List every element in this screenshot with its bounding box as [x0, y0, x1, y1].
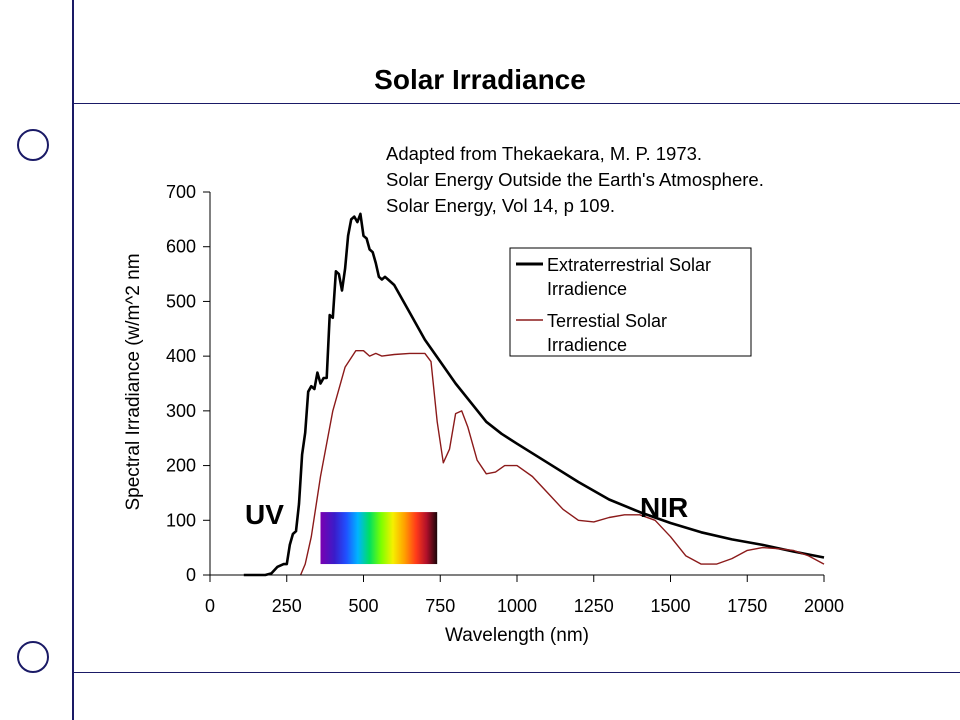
- y-tick-label: 0: [186, 565, 196, 585]
- slide-top-rule: [72, 103, 960, 104]
- x-tick-label: 500: [348, 596, 378, 616]
- y-tick-label: 400: [166, 346, 196, 366]
- legend-label-terrestrial-line-2: Irradience: [547, 335, 627, 355]
- circle-bullet-bottom: [17, 641, 49, 673]
- legend-label-extraterrestrial-line-1: Extraterrestrial Solar: [547, 255, 711, 275]
- x-tick-label: 0: [205, 596, 215, 616]
- x-tick-label: 250: [272, 596, 302, 616]
- circle-bullet-top: [17, 129, 49, 161]
- legend: Extraterrestrial Solar Irradience Terres…: [509, 247, 752, 357]
- nir-annotation: NIR: [640, 492, 688, 523]
- tick-labels: 0 100 200 300 400 500 600 700 0 250 500 750 1000 1250…: [166, 182, 844, 616]
- source-note-line-3: Solar Energy, Vol 14, p 109.: [386, 195, 615, 216]
- uv-annotation: UV: [245, 499, 284, 530]
- source-note-line-1: Adapted from Thekaekara, M. P. 1973.: [386, 143, 702, 164]
- x-tick-label: 1500: [650, 596, 690, 616]
- series-layer: [243, 212, 825, 577]
- y-tick-label: 200: [166, 456, 196, 476]
- legend-label-extraterrestrial-line-2: Irradience: [547, 279, 627, 299]
- slide-bottom-rule: [72, 672, 960, 673]
- y-tick-label: 500: [166, 291, 196, 311]
- series-terrestrial-line: [299, 350, 825, 576]
- slide-title: Solar Irradiance: [374, 64, 586, 95]
- slide-left-rule: [72, 0, 74, 720]
- x-tick-label: 1750: [727, 596, 767, 616]
- axes-layer: [203, 191, 825, 582]
- legend-box: [509, 247, 752, 357]
- y-tick-label: 600: [166, 237, 196, 257]
- x-tick-label: 2000: [804, 596, 844, 616]
- legend-label-terrestrial-line-1: Terrestial Solar: [547, 311, 667, 331]
- x-tick-label: 1250: [574, 596, 614, 616]
- y-tick-label: 700: [166, 182, 196, 202]
- series-extraterrestrial-line: [243, 212, 825, 577]
- x-axis-label: Wavelength (nm): [445, 625, 589, 646]
- visible-spectrum-band: [320, 512, 438, 565]
- y-tick-label: 300: [166, 401, 196, 421]
- y-tick-label: 100: [166, 510, 196, 530]
- source-note-line-2: Solar Energy Outside the Earth's Atmosph…: [386, 169, 764, 190]
- x-tick-label: 750: [425, 596, 455, 616]
- x-tick-label: 1000: [497, 596, 537, 616]
- y-axis-label: Spectral Irradiance (w/m^2 nm: [123, 253, 144, 510]
